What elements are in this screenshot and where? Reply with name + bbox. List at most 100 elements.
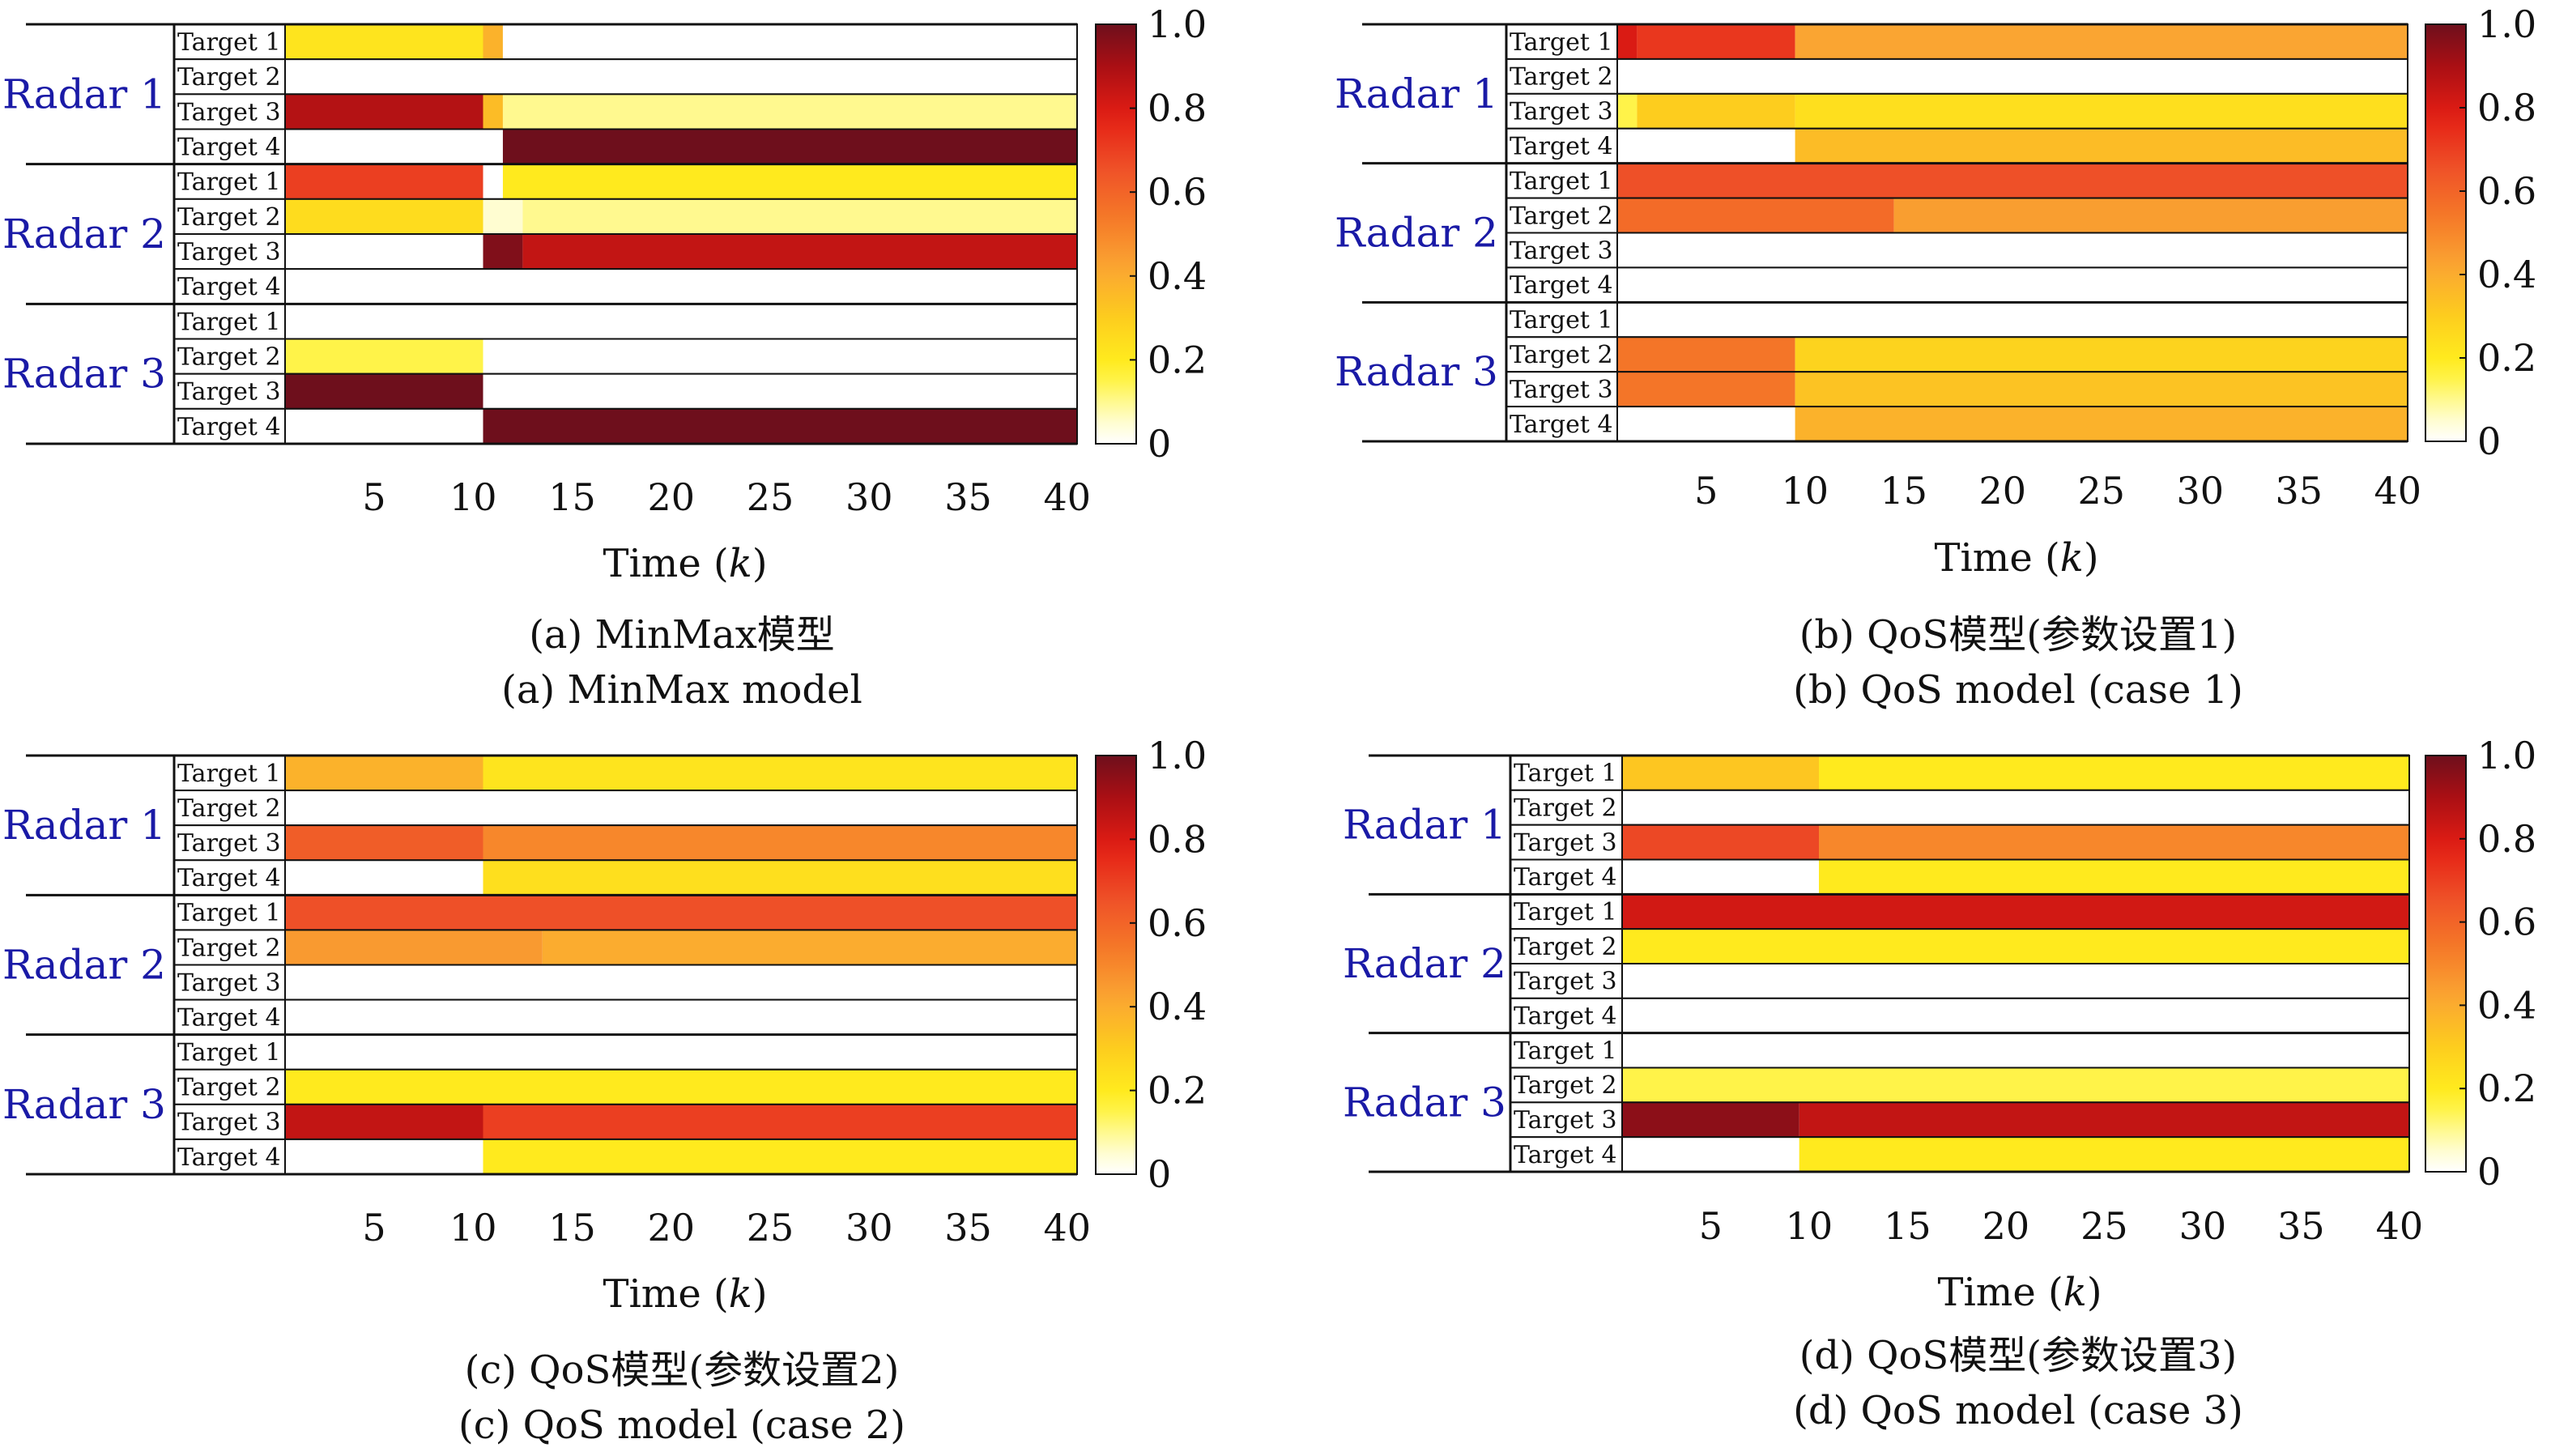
x-tick-label: 10 bbox=[449, 475, 497, 519]
heat-cell-r3-t2-s1 bbox=[285, 338, 483, 374]
colorbar bbox=[1095, 23, 1137, 445]
x-tick-label: 10 bbox=[1786, 1204, 1833, 1248]
radar-label: Radar 3 bbox=[2, 351, 166, 398]
colorbar-tick-label: 0.4 bbox=[2477, 983, 2536, 1027]
heat-cell-r1-t1-s2 bbox=[483, 24, 503, 60]
heat-cell-r3-t2-s1 bbox=[1622, 1067, 2409, 1103]
heat-cell-r1-t3-s2 bbox=[483, 94, 503, 130]
x-axis-title-prefix: Time ( bbox=[603, 541, 728, 586]
heat-cell-r2-t4-s1 bbox=[285, 269, 1077, 304]
target-label: Target 1 bbox=[177, 1039, 281, 1067]
heat-cell-r3-t1-s1 bbox=[285, 1034, 1077, 1070]
x-axis-title-suffix: ) bbox=[2087, 1270, 2102, 1315]
panel-b: Target 1 Target 2 Target 3 Target 4 Radar 1 T… bbox=[1335, 2, 2536, 713]
target-label-box bbox=[1510, 1066, 1623, 1104]
target-label: Target 4 bbox=[1510, 411, 1613, 439]
colorbar-tick-label: 0.8 bbox=[1148, 87, 1207, 130]
heat-cell-r3-t3-s1 bbox=[1617, 372, 1795, 407]
target-label: Target 1 bbox=[177, 760, 281, 788]
heat-cell-r1-t3-s1 bbox=[1622, 824, 1819, 860]
heat-cell-r2-t2-s2 bbox=[483, 198, 523, 234]
x-tick-label: 15 bbox=[548, 475, 596, 519]
x-tick-label: 35 bbox=[944, 475, 992, 519]
target-label: Target 1 bbox=[1510, 28, 1613, 57]
heat-cell-r1-t2-s1 bbox=[285, 790, 1077, 826]
target-label: Target 4 bbox=[177, 864, 281, 892]
heat-cell-r3-t3-s1 bbox=[285, 373, 483, 409]
target-label: Target 4 bbox=[1510, 133, 1613, 161]
x-tick-label: 10 bbox=[449, 1206, 497, 1250]
caption-cn: (d) QoS模型(参数设置3) bbox=[1799, 1333, 2238, 1378]
heat-cell-r3-t3-s1 bbox=[285, 1104, 483, 1139]
heat-cell-r1-t4-s2 bbox=[1819, 859, 2409, 895]
x-tick-label: 40 bbox=[2376, 1204, 2424, 1248]
heat-cell-r1-t3-s2 bbox=[1819, 824, 2409, 860]
heat-cell-r3-t4-s2 bbox=[1795, 407, 2408, 441]
heat-cell-r2-t4-s1 bbox=[285, 999, 1077, 1035]
panel-c: Target 1 Target 2 Target 3 Target 4 Radar 1 T… bbox=[2, 734, 1207, 1448]
x-axis-title: Time (k) bbox=[603, 541, 767, 586]
x-tick-label: 35 bbox=[944, 1206, 992, 1250]
colorbar-tick-label: 0 bbox=[2477, 1150, 2501, 1194]
x-axis-title: Time (k) bbox=[1934, 535, 2098, 581]
x-tick-label: 35 bbox=[2277, 1204, 2325, 1248]
heat-cell-r3-t2-s2 bbox=[483, 338, 1077, 374]
target-label-box bbox=[1505, 197, 1618, 234]
colorbar-tick-label: 1.0 bbox=[1148, 2, 1207, 46]
heat-cell-r1-t4-s1 bbox=[285, 129, 503, 164]
x-axis-title-suffix: ) bbox=[752, 1271, 768, 1317]
target-label: Target 3 bbox=[1510, 376, 1613, 404]
target-label-box bbox=[1510, 824, 1623, 861]
target-label: Target 2 bbox=[177, 343, 281, 371]
target-label: Target 2 bbox=[177, 794, 281, 823]
target-label-box bbox=[173, 407, 286, 445]
target-label: Target 3 bbox=[177, 98, 281, 126]
target-label: Target 2 bbox=[1510, 202, 1613, 230]
x-axis-title-suffix: ) bbox=[752, 541, 768, 586]
x-axis-title-prefix: Time ( bbox=[1937, 1270, 2063, 1315]
heat-cell-r2-t4-s1 bbox=[1617, 267, 2408, 303]
x-tick-label: 30 bbox=[2177, 469, 2225, 513]
heat-cell-r2-t2-s1 bbox=[285, 930, 543, 965]
radar-label: Radar 1 bbox=[2, 802, 166, 849]
heat-cell-r3-t1-s1 bbox=[1622, 1032, 2409, 1068]
heat-cell-r3-t3-s2 bbox=[483, 373, 1077, 409]
heat-cell-r1-t1-s2 bbox=[1637, 24, 1795, 59]
radar-label: Radar 1 bbox=[2, 70, 166, 117]
target-label: Target 1 bbox=[177, 899, 281, 927]
heat-cell-r2-t2-s1 bbox=[285, 198, 483, 234]
x-tick-label: 40 bbox=[1043, 1206, 1091, 1250]
x-tick-label: 30 bbox=[845, 1206, 893, 1250]
heat-cell-r3-t4-s1 bbox=[285, 1139, 483, 1174]
x-tick-label: 30 bbox=[2179, 1204, 2227, 1248]
target-label: Target 3 bbox=[177, 829, 281, 858]
target-label: Target 4 bbox=[1514, 1141, 1617, 1169]
colorbar-tick-label: 0 bbox=[1148, 422, 1171, 466]
x-axis-title-var: k bbox=[729, 541, 752, 586]
heat-cell-r2-t3-s1 bbox=[285, 964, 1077, 1000]
target-label: Target 3 bbox=[1514, 828, 1617, 857]
target-label: Target 2 bbox=[1510, 63, 1613, 92]
colorbar-tick-label: 0.2 bbox=[2477, 336, 2536, 380]
colorbar-tick-label: 0.4 bbox=[1148, 985, 1207, 1028]
heat-cell-r1-t1-s1 bbox=[285, 24, 483, 60]
radar-label: Radar 2 bbox=[1343, 940, 1506, 987]
heat-cell-r1-t4-s1 bbox=[285, 860, 483, 896]
caption-cn: (a) MinMax模型 bbox=[529, 612, 835, 658]
target-label: Target 2 bbox=[1510, 341, 1613, 369]
colorbar-tick-label: 0.4 bbox=[1148, 254, 1207, 298]
heat-cell-r2-t2-s2 bbox=[542, 930, 1077, 965]
heat-cell-r1-t1-s3 bbox=[1795, 24, 2408, 59]
heat-cell-r1-t4-s2 bbox=[483, 860, 1077, 896]
heat-cell-r2-t4-s1 bbox=[1622, 998, 2409, 1033]
x-tick-label: 5 bbox=[362, 1206, 385, 1250]
caption-cn: (c) QoS模型(参数设置2) bbox=[465, 1347, 900, 1393]
radar-label: Radar 3 bbox=[1335, 348, 1498, 395]
x-axis-title-prefix: Time ( bbox=[603, 1271, 728, 1317]
heat-cell-r3-t4-s2 bbox=[1799, 1137, 2409, 1172]
radar-label: Radar 1 bbox=[1335, 70, 1498, 117]
heat-cell-r2-t3-s1 bbox=[1617, 232, 2408, 268]
heat-cell-r3-t3-s2 bbox=[1799, 1102, 2409, 1138]
target-label: Target 4 bbox=[1514, 1003, 1617, 1031]
target-label-box bbox=[173, 93, 286, 130]
